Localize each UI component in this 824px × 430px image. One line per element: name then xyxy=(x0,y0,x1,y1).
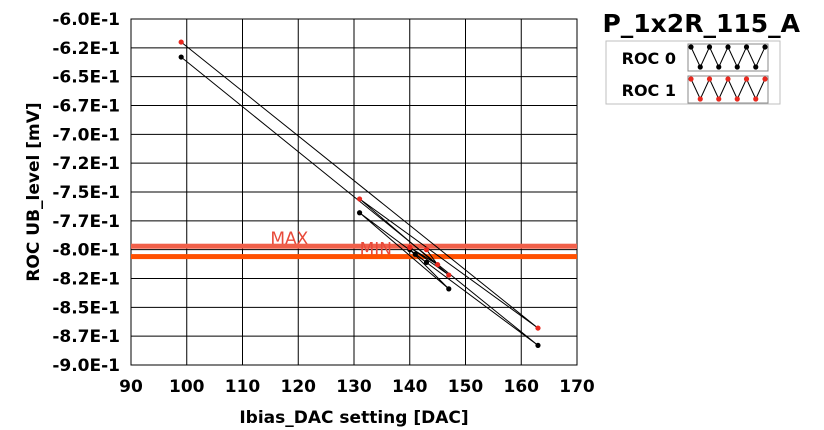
y-tick-label: -7.2E-1 xyxy=(52,154,120,174)
y-tick-label: -9.0E-1 xyxy=(52,356,120,376)
chart-title: P_1x2R_115_A xyxy=(602,9,800,38)
series-1 xyxy=(178,39,541,331)
y-tick-label: -8.5E-1 xyxy=(52,298,120,318)
y-tick-label: -6.5E-1 xyxy=(52,68,120,88)
y-tick-label: -6.7E-1 xyxy=(52,97,120,117)
x-tick-label: 160 xyxy=(504,377,540,397)
data-point xyxy=(435,262,441,268)
data-point xyxy=(356,196,363,202)
legend-marker xyxy=(743,44,750,50)
y-tick-label: -7.5E-1 xyxy=(52,183,120,203)
legend-marker xyxy=(762,76,768,82)
data-point xyxy=(407,244,413,250)
limit-label-max: MAX xyxy=(270,229,308,249)
data-point xyxy=(356,210,363,216)
legend-wave-roc1 xyxy=(688,76,768,102)
grid xyxy=(130,18,578,366)
x-tick-label: 130 xyxy=(336,377,372,397)
x-tick-label: 170 xyxy=(559,377,595,397)
x-tick-label: 140 xyxy=(392,377,428,397)
data-point xyxy=(423,259,430,265)
x-tick-label: 90 xyxy=(119,377,143,397)
x-tick-label: 120 xyxy=(281,377,317,397)
limit-lines: MAX MIN xyxy=(131,229,577,260)
legend-marker xyxy=(697,64,703,70)
legend-marker xyxy=(753,64,759,70)
legend-marker xyxy=(688,44,694,50)
legend-marker xyxy=(762,44,768,50)
limit-line-min xyxy=(131,254,577,260)
y-tick-label: -6.2E-1 xyxy=(52,39,120,59)
x-tick-label: 100 xyxy=(169,377,205,397)
legend-marker xyxy=(734,96,740,102)
y-tick-label: -6.0E-1 xyxy=(52,10,120,30)
legend-marker xyxy=(697,96,703,102)
y-tick-label: -8.7E-1 xyxy=(52,327,120,347)
legend-label-roc0: ROC 0 xyxy=(622,49,676,68)
data-point xyxy=(423,247,430,253)
legend-wave-roc0 xyxy=(688,44,768,70)
legend-marker xyxy=(706,44,713,50)
data-point xyxy=(178,54,184,60)
data-point xyxy=(446,286,452,292)
legend: ROC 0 ROC 1 xyxy=(605,40,781,105)
legend-marker xyxy=(743,76,750,82)
y-tick-label: -8.2E-1 xyxy=(52,270,120,290)
x-tick-label: 110 xyxy=(225,377,261,397)
legend-marker xyxy=(716,96,722,102)
x-axis-title: Ibias_DAC setting [DAC] xyxy=(239,408,468,428)
legend-marker xyxy=(725,44,731,50)
y-tick-label: -8.0E-1 xyxy=(52,241,120,261)
legend-marker xyxy=(716,64,722,70)
legend-marker xyxy=(688,76,694,82)
legend-marker xyxy=(725,76,731,82)
tick-labels: 90 100 110 120 130 140 150 160 170 -6.0E-1 -6.2E-1… xyxy=(52,10,595,397)
data-point xyxy=(178,39,184,45)
legend-marker xyxy=(753,96,759,102)
y-tick-label: -7.7E-1 xyxy=(52,212,120,232)
legend-marker xyxy=(706,76,713,82)
data-point xyxy=(535,325,541,331)
series-layer xyxy=(178,39,541,348)
data-point xyxy=(412,251,418,257)
legend-label-roc1: ROC 1 xyxy=(622,81,676,100)
limit-line-max xyxy=(131,243,577,249)
y-axis-title: ROC UB_level [mV] xyxy=(24,102,44,281)
y-tick-label: -7.0E-1 xyxy=(52,125,120,145)
legend-marker xyxy=(734,64,740,70)
limit-label-min: MIN xyxy=(360,240,392,260)
data-point xyxy=(535,342,541,348)
x-tick-label: 150 xyxy=(448,377,484,397)
data-point xyxy=(446,272,452,278)
